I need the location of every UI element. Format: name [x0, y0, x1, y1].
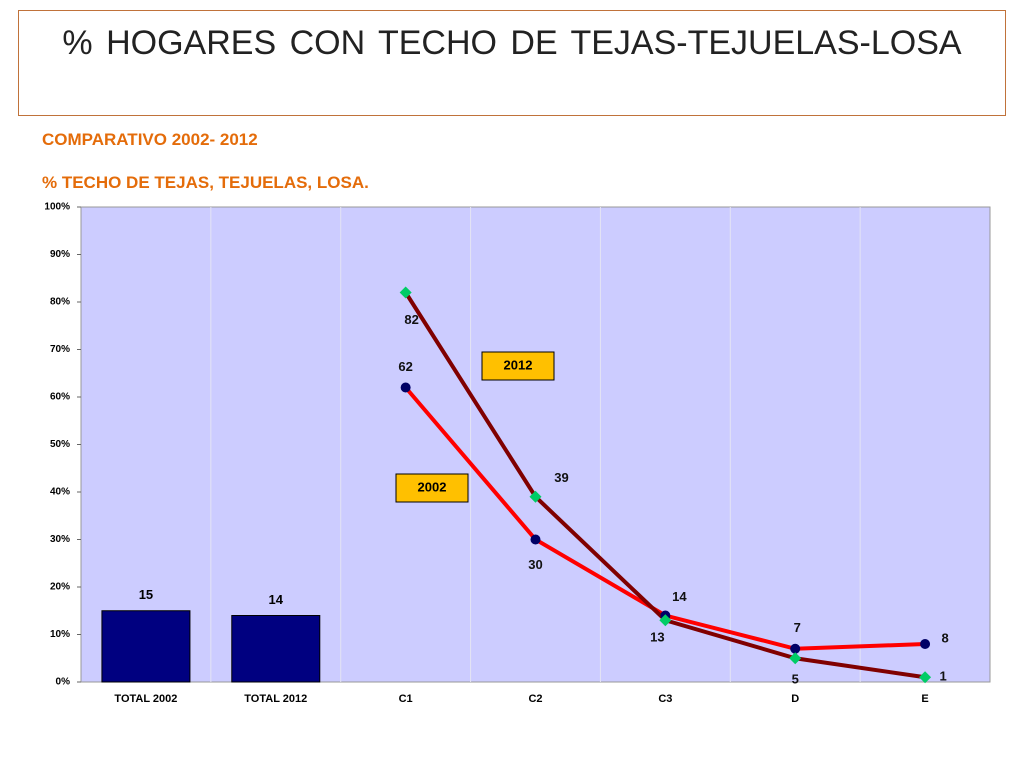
x-tick-label: E — [921, 693, 928, 705]
y-tick-label: 20% — [50, 582, 70, 593]
chart-label: % TECHO DE TEJAS, TEJUELAS, LOSA. — [42, 173, 369, 192]
data-label: 39 — [554, 470, 568, 485]
data-label: 5 — [792, 672, 799, 687]
y-tick-label: 80% — [50, 297, 70, 308]
data-label: 62 — [398, 359, 412, 374]
data-label: 14 — [269, 592, 284, 607]
series-label: 2012 — [504, 357, 533, 372]
data-label: 7 — [794, 620, 801, 635]
series-label-box — [481, 351, 555, 381]
data-label: 1 — [939, 669, 946, 684]
x-tick-label: C2 — [528, 693, 542, 705]
subtitle: COMPARATIVO 2002- 2012 — [42, 130, 258, 149]
data-label: 8 — [941, 630, 948, 645]
y-tick-label: 10% — [50, 629, 70, 640]
x-tick-label: D — [791, 693, 799, 705]
point-marker — [919, 671, 932, 684]
point-marker — [790, 643, 801, 654]
point-marker — [659, 614, 672, 627]
y-tick-label: 30% — [50, 534, 70, 545]
data-label: 82 — [404, 312, 418, 327]
bar — [101, 610, 191, 683]
data-label: 15 — [139, 587, 153, 602]
y-tick-label: 50% — [50, 439, 70, 450]
series-label: 2002 — [418, 479, 447, 494]
point-marker — [920, 639, 931, 649]
x-tick-label: TOTAL 2012 — [244, 693, 307, 705]
y-tick-label: 90% — [50, 249, 70, 260]
x-tick-label: TOTAL 2002 — [114, 693, 177, 705]
y-tick-label: 70% — [50, 344, 70, 355]
slide-title: % HOGARES CON TECHO DE TEJAS-TEJUELAS-LO… — [18, 10, 1006, 116]
y-tick-label: 100% — [44, 202, 70, 213]
data-label: 14 — [672, 589, 687, 604]
plot-area — [80, 206, 991, 683]
point-marker — [399, 286, 412, 299]
point-marker — [400, 382, 411, 393]
data-label: 30 — [528, 557, 542, 572]
point-marker — [530, 534, 541, 545]
point-marker — [529, 490, 542, 503]
y-tick-label: 0% — [56, 677, 71, 688]
x-tick-label: C3 — [658, 693, 672, 705]
x-tick-label: C1 — [399, 693, 413, 705]
y-tick-label: 60% — [50, 392, 70, 403]
data-label: 13 — [650, 630, 664, 645]
series-label-box — [395, 473, 469, 503]
point-marker — [789, 652, 802, 665]
bar — [231, 615, 321, 683]
y-tick-label: 40% — [50, 487, 70, 498]
